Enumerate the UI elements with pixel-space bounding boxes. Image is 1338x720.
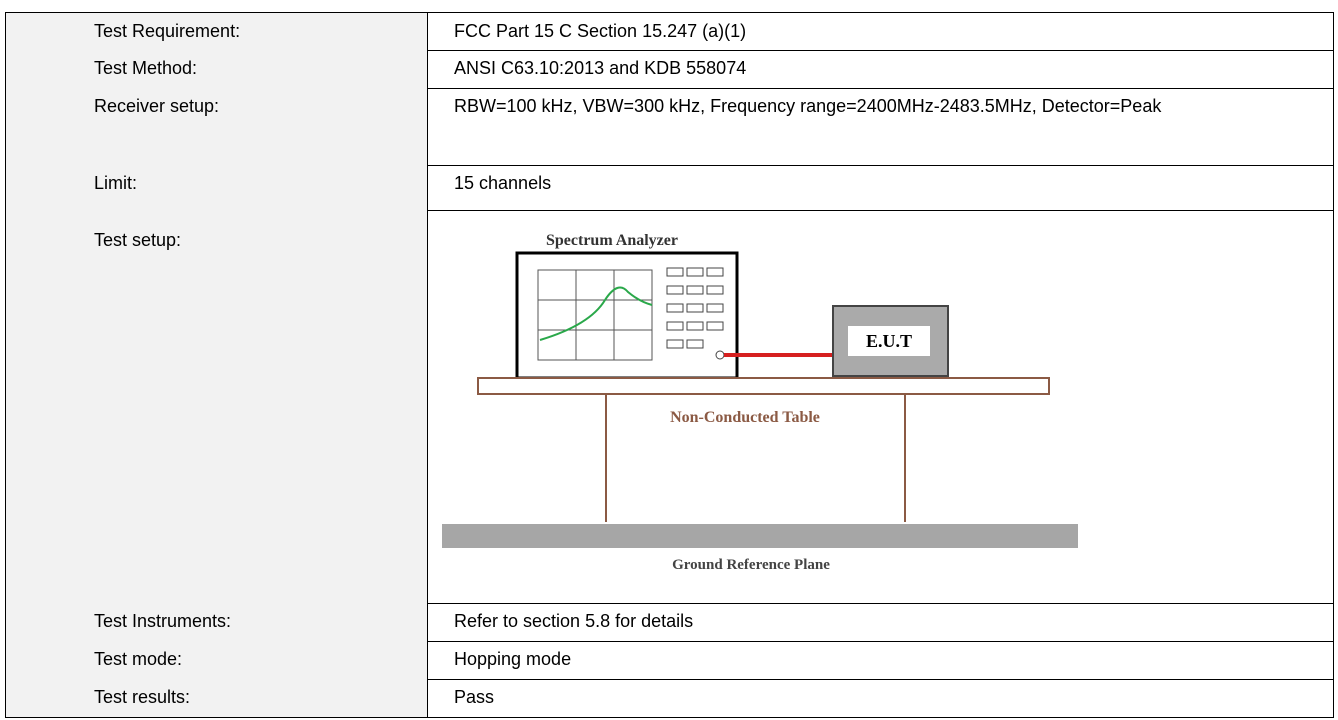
label-text: Test setup: — [94, 230, 182, 250]
label-text: Test results: — [94, 687, 191, 707]
value-text: Hopping mode — [454, 649, 572, 669]
value-text: Pass — [454, 687, 495, 707]
value-text: RBW=100 kHz, VBW=300 kHz, Frequency rang… — [454, 96, 1162, 116]
label-cell — [6, 13, 428, 50]
label-cell — [6, 50, 428, 88]
table-row: Test mode: Hopping mode — [5, 641, 1334, 680]
label-text: Test Requirement: — [94, 21, 241, 41]
table-row: Test setup: — [5, 210, 1334, 604]
label-text: Limit: — [94, 173, 138, 193]
table-row: Receiver setup: RBW=100 kHz, VBW=300 kHz,… — [5, 88, 1334, 166]
label-text: Test Instruments: — [94, 611, 232, 631]
label-cell — [6, 679, 428, 717]
label-cell — [6, 165, 428, 210]
label-cell — [6, 603, 428, 641]
diagram-label: Spectrum Analyzer — [546, 232, 678, 249]
label-text: Test Method: — [94, 58, 198, 78]
table-row: Test Method: ANSI C63.10:2013 and KDB 558… — [5, 50, 1334, 89]
label-cell — [6, 210, 428, 603]
value-text: ANSI C63.10:2013 and KDB 558074 — [454, 58, 747, 78]
value-text: FCC Part 15 C Section 15.247 (a)(1) — [454, 21, 747, 41]
table-row: Test results: Pass — [5, 679, 1334, 718]
label-text: Receiver setup: — [94, 96, 220, 116]
label-cell — [6, 88, 428, 165]
label-text: Test mode: — [94, 649, 183, 669]
diagram-label: Ground Reference Plane — [672, 557, 830, 573]
diagram-label: Non-Conducted Table — [670, 409, 820, 426]
table-row: Test Requirement: FCC Part 15 C Section 1… — [5, 12, 1334, 51]
table-row: Test Instruments: Refer to section 5.8 fo… — [5, 603, 1334, 642]
table-row: Limit: 15 channels — [5, 165, 1334, 211]
diagram-label: E.U.T — [866, 331, 912, 351]
value-text: Refer to section 5.8 for details — [454, 611, 694, 631]
value-text: 15 channels — [454, 173, 552, 193]
label-cell — [6, 641, 428, 679]
